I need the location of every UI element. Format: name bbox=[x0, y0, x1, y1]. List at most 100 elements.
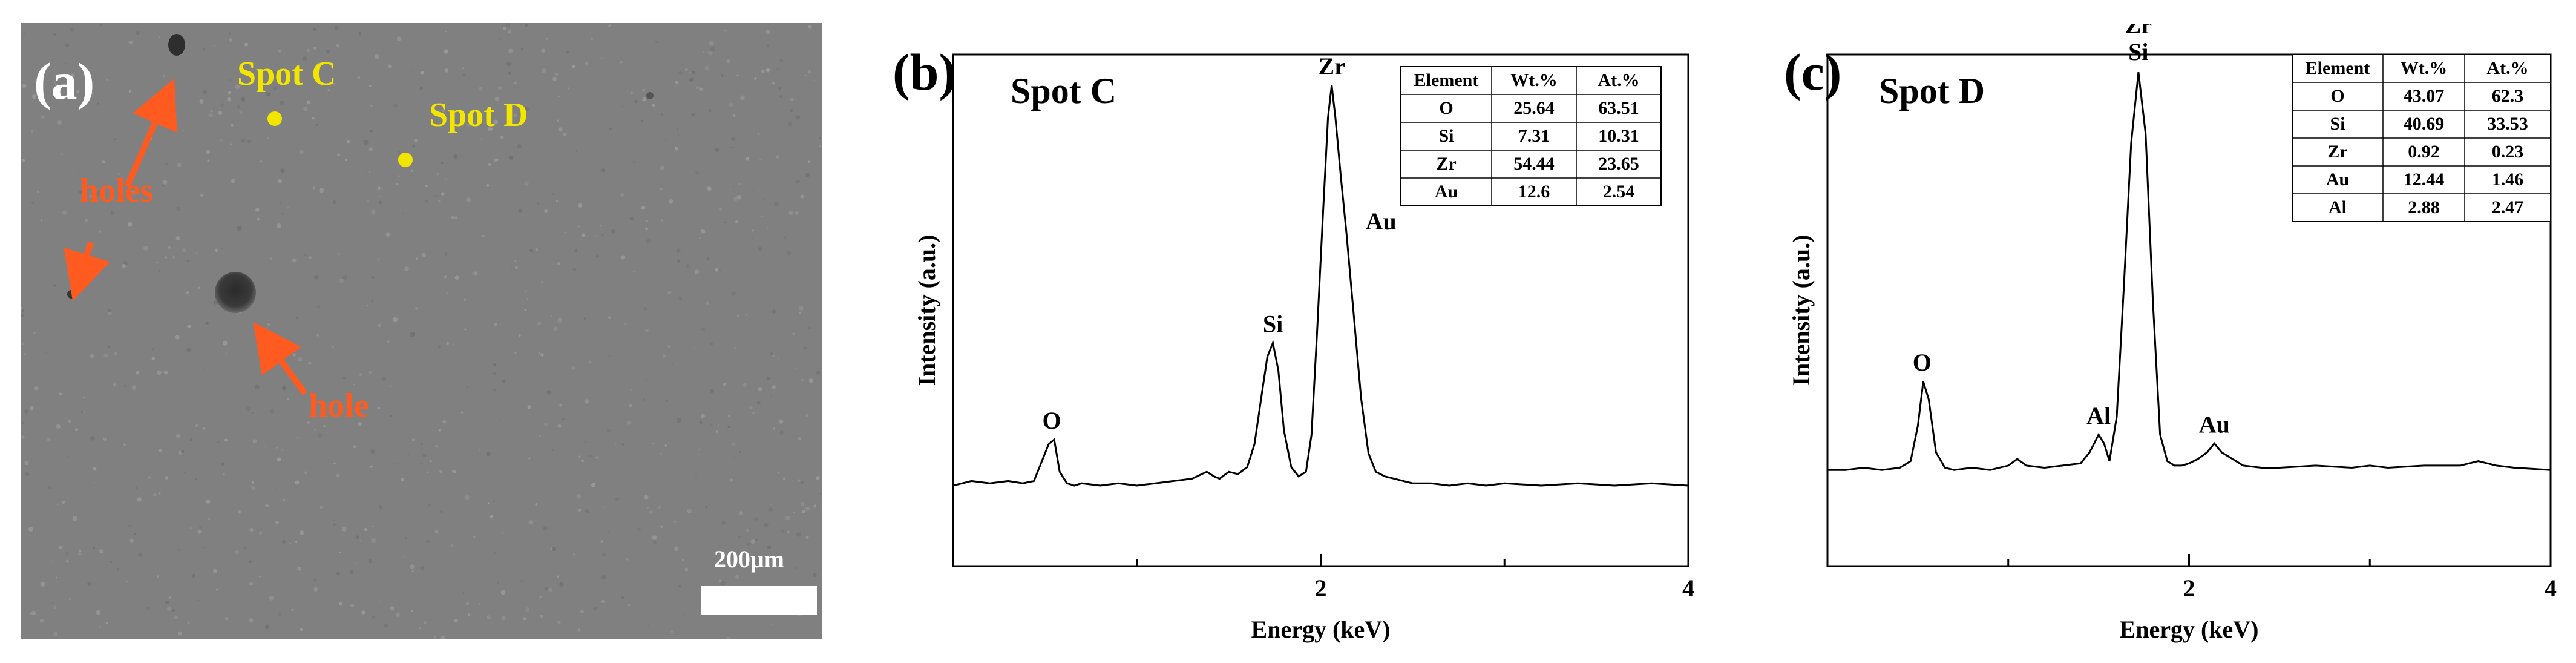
texture-speck bbox=[785, 515, 790, 521]
texture-speck bbox=[573, 103, 575, 105]
texture-speck bbox=[151, 348, 154, 351]
texture-speck bbox=[379, 195, 381, 197]
texture-speck bbox=[90, 436, 95, 441]
texture-speck bbox=[404, 556, 405, 558]
table-cell: O bbox=[2330, 86, 2344, 106]
table-header-cell: At.% bbox=[1598, 70, 1639, 90]
texture-speck bbox=[805, 536, 809, 539]
texture-speck bbox=[541, 48, 546, 53]
texture-speck bbox=[595, 456, 599, 460]
texture-speck bbox=[243, 547, 246, 550]
texture-speck bbox=[425, 184, 428, 188]
texture-speck bbox=[441, 162, 444, 165]
texture-speck bbox=[615, 497, 620, 501]
texture-speck bbox=[278, 49, 281, 53]
texture-speck bbox=[156, 262, 158, 264]
texture-speck bbox=[490, 515, 493, 518]
texture-speck bbox=[524, 107, 529, 111]
texture-speck bbox=[189, 438, 193, 441]
texture-speck bbox=[265, 504, 269, 508]
texture-speck bbox=[687, 509, 692, 513]
texture-speck bbox=[303, 107, 308, 111]
texture-speck bbox=[550, 547, 553, 550]
texture-speck bbox=[464, 328, 467, 331]
texture-speck bbox=[572, 553, 576, 556]
texture-speck bbox=[123, 443, 126, 446]
texture-speck bbox=[300, 530, 304, 535]
texture-speck bbox=[568, 87, 570, 90]
texture-speck bbox=[165, 256, 168, 259]
texture-speck bbox=[740, 95, 745, 101]
texture-speck bbox=[314, 275, 319, 280]
texture-speck bbox=[800, 194, 804, 199]
texture-speck bbox=[478, 449, 480, 451]
texture-speck bbox=[647, 507, 649, 509]
texture-speck bbox=[230, 143, 232, 145]
texture-speck bbox=[438, 199, 441, 203]
texture-speck bbox=[68, 419, 71, 423]
texture-speck bbox=[527, 405, 531, 409]
texture-speck bbox=[182, 248, 186, 253]
texture-speck bbox=[99, 549, 104, 554]
texture-speck bbox=[336, 473, 340, 478]
texture-speck bbox=[813, 504, 817, 508]
texture-speck bbox=[537, 202, 540, 205]
texture-speck bbox=[277, 223, 282, 228]
texture-speck bbox=[678, 134, 680, 136]
texture-speck bbox=[316, 305, 320, 308]
texture-speck bbox=[634, 99, 638, 104]
table-cell: O bbox=[1439, 98, 1453, 118]
texture-speck bbox=[779, 419, 784, 424]
texture-speck bbox=[678, 585, 682, 588]
texture-speck bbox=[793, 511, 795, 513]
texture-speck bbox=[269, 257, 273, 260]
texture-speck bbox=[385, 232, 390, 237]
texture-speck bbox=[434, 530, 439, 534]
texture-speck bbox=[415, 257, 419, 260]
texture-speck bbox=[444, 252, 448, 256]
texture-speck bbox=[761, 69, 765, 73]
texture-speck bbox=[421, 463, 422, 464]
texture-speck bbox=[102, 160, 105, 164]
texture-speck bbox=[746, 542, 750, 547]
texture-speck bbox=[344, 159, 347, 162]
texture-speck bbox=[260, 160, 263, 163]
texture-speck bbox=[626, 420, 631, 426]
y-axis-title: Intensity (a.u.) bbox=[1788, 234, 1815, 386]
table-cell: 62.3 bbox=[2492, 86, 2524, 106]
texture-speck bbox=[236, 314, 238, 315]
texture-speck bbox=[65, 63, 67, 65]
texture-speck bbox=[507, 35, 510, 37]
table-cell: 40.69 bbox=[2404, 114, 2445, 134]
texture-speck bbox=[672, 363, 673, 366]
texture-speck bbox=[158, 492, 161, 495]
texture-speck bbox=[669, 199, 673, 204]
texture-speck bbox=[738, 183, 741, 185]
texture-speck bbox=[39, 618, 44, 623]
texture-speck bbox=[21, 435, 25, 440]
texture-speck bbox=[601, 599, 605, 604]
texture-speck bbox=[325, 611, 327, 613]
texture-speck bbox=[444, 68, 449, 73]
texture-speck bbox=[645, 379, 647, 381]
texture-speck bbox=[378, 258, 380, 260]
texture-speck bbox=[462, 73, 465, 77]
texture-speck bbox=[537, 322, 542, 326]
texture-speck bbox=[552, 449, 554, 451]
texture-speck bbox=[698, 237, 701, 239]
texture-speck bbox=[306, 100, 310, 104]
texture-speck bbox=[275, 521, 279, 524]
eds-spectrum-spot-c: (b) 2 4 Energy (keV) Intensity (a.u.) Spot C O… bbox=[893, 43, 1694, 643]
texture-speck bbox=[125, 399, 126, 401]
texture-speck bbox=[48, 486, 52, 490]
texture-speck bbox=[805, 173, 810, 177]
panel-label: (c) bbox=[1784, 43, 1841, 101]
texture-speck bbox=[757, 133, 760, 136]
texture-speck bbox=[493, 388, 496, 392]
texture-speck bbox=[802, 509, 806, 514]
texture-speck bbox=[283, 498, 286, 502]
texture-speck bbox=[506, 61, 511, 67]
texture-speck bbox=[473, 535, 476, 538]
texture-speck bbox=[686, 264, 690, 268]
texture-speck bbox=[629, 216, 634, 221]
